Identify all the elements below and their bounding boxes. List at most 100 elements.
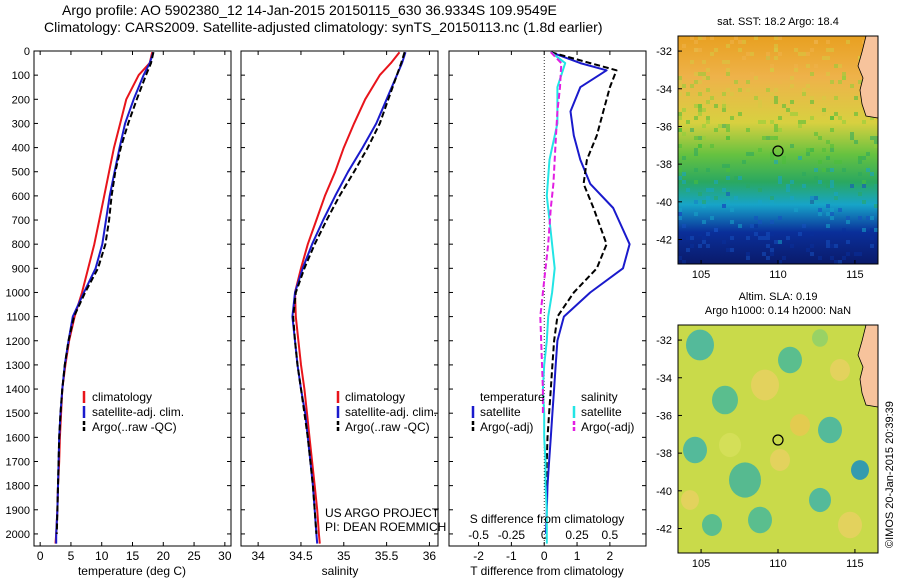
sst-pixel [834, 112, 838, 116]
sst-pixel [754, 76, 758, 80]
sst-pixel [830, 128, 834, 132]
sst-pixel [678, 112, 682, 116]
sst-pixel [874, 184, 878, 188]
y-tick-label: 900 [12, 263, 30, 275]
sst-pixel [790, 180, 794, 184]
sst-pixel [702, 76, 706, 80]
x-tick-label: 1 [574, 549, 581, 563]
sst-pixel [810, 200, 814, 204]
sst-pixel [830, 168, 834, 172]
sst-pixel [766, 88, 770, 92]
sst-pixel [774, 240, 778, 244]
sst-pixel [682, 156, 686, 160]
sst-pixel [862, 156, 866, 160]
sst-pixel [818, 212, 822, 216]
map-x-tick-label: 110 [769, 558, 787, 570]
sst-pixel [702, 204, 706, 208]
sst-pixel [694, 212, 698, 216]
sst-pixel [790, 244, 794, 248]
sst-pixel [774, 88, 778, 92]
map-y-tick-label: -42 [656, 235, 672, 247]
map-y-tick-label: -40 [656, 197, 672, 209]
sst-pixel [826, 168, 830, 172]
sst-pixel [826, 140, 830, 144]
sst-pixel [722, 240, 726, 244]
sst-pixel [830, 212, 834, 216]
sst-pixel [702, 236, 706, 240]
sst-pixel [842, 72, 846, 76]
sst-pixel [774, 96, 778, 100]
sst-pixel [806, 52, 810, 56]
sst-pixel [758, 148, 762, 152]
sst-map-panel: -32 -34 -36 -38 -40 -42 105 110 115 sat. SST: 1… [656, 16, 879, 281]
sst-pixel [842, 228, 846, 232]
sst-pixel [698, 112, 702, 116]
map-y-tick-label: -34 [656, 84, 672, 96]
sst-pixel [810, 72, 814, 76]
salinity-lines [291, 51, 407, 544]
sst-pixel [766, 256, 770, 260]
sst-pixel [830, 180, 834, 184]
sst-pixel [710, 96, 714, 100]
sla-eddy [681, 490, 699, 510]
sst-pixel [738, 88, 742, 92]
map-x-tick-label: 115 [846, 558, 864, 570]
sst-pixel [722, 60, 726, 64]
sst-pixel [770, 252, 774, 256]
sst-pixel [794, 112, 798, 116]
series-line-argo-raw-qc- [55, 51, 155, 534]
sst-pixel [770, 136, 774, 140]
sst-pixel [830, 116, 834, 120]
difference-panel: -2 -1 0 1 2 -0.5 -0.25 0 0.25 0.5 T difference f… [448, 50, 647, 578]
sst-pixel [746, 256, 750, 260]
sst-pixel [778, 176, 782, 180]
y-tick-label: 1600 [6, 432, 30, 444]
sst-pixel [830, 148, 834, 152]
sst-pixel [734, 80, 738, 84]
sst-pixel [850, 184, 854, 188]
sst-pixel [690, 36, 694, 40]
sst-pixel [834, 160, 838, 164]
sst-pixel [742, 56, 746, 60]
sst-pixel [810, 148, 814, 152]
sst-pixel [738, 40, 742, 44]
sst-pixel [726, 168, 730, 172]
sst-pixel [702, 136, 706, 140]
sst-pixel [846, 40, 850, 44]
sst-pixel [678, 84, 682, 88]
sst-pixel [814, 196, 818, 200]
legend-argo-label: Argo(..raw -QC) [92, 420, 177, 434]
sst-pixel [698, 192, 702, 196]
sst-pixel [838, 260, 842, 264]
x-tick-label: 34 [251, 549, 265, 563]
sst-pixel [742, 160, 746, 164]
sst-pixel [678, 128, 682, 132]
sst-pixel [702, 36, 706, 40]
sst-pixel [870, 116, 874, 120]
sst-pixel [794, 48, 798, 52]
sst-pixel [710, 216, 714, 220]
sst-pixel [694, 168, 698, 172]
sst-pixel [678, 80, 682, 84]
sst-pixel [778, 216, 782, 220]
sst-pixel [710, 52, 714, 56]
sst-pixel [702, 60, 706, 64]
sst-pixel [694, 80, 698, 84]
sla-eddy [683, 436, 707, 464]
difference-top-xlabel: S difference from climatology [470, 512, 625, 526]
sst-pixel [754, 224, 758, 228]
sst-pixel [694, 180, 698, 184]
y-tick-label: 300 [12, 118, 30, 130]
x-tick-label: 36 [423, 549, 437, 563]
sst-pixel [846, 240, 850, 244]
sst-pixel [746, 152, 750, 156]
x-tick-label: 35.5 [375, 549, 399, 563]
sst-pixel [738, 112, 742, 116]
sst-pixel [726, 128, 730, 132]
sst-pixel [770, 100, 774, 104]
sst-pixel [702, 72, 706, 76]
sst-pixel [858, 172, 862, 176]
sst-pixel [766, 52, 770, 56]
sst-pixel [830, 208, 834, 212]
sst-pixel [726, 72, 730, 76]
